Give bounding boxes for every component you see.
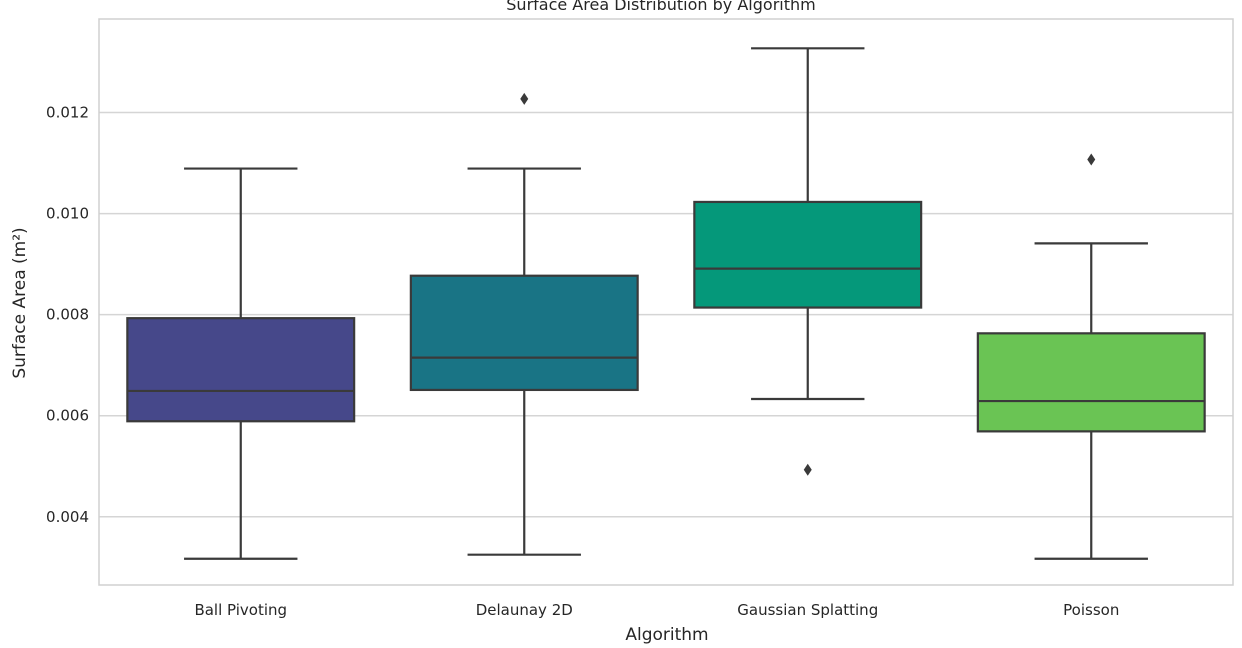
y-tick-label: 0.008 [46, 306, 89, 324]
y-tick-label: 0.006 [46, 407, 89, 425]
x-tick-label: Poisson [1063, 601, 1119, 619]
box-group-gaussian-splatting [693, 47, 923, 476]
box-series [126, 47, 1206, 560]
iqr-box [409, 274, 639, 392]
y-tick-label: 0.004 [46, 508, 89, 526]
y-tick-labels: 0.004 0.006 0.008 0.010 0.012 [46, 103, 89, 525]
x-axis-title: Algorithm [625, 625, 708, 645]
iqr-box [693, 200, 923, 309]
box-group-poisson [976, 153, 1206, 560]
x-tick-labels: Ball Pivoting Delaunay 2D Gaussian Splatti… [194, 601, 1119, 619]
x-tick-label: Gaussian Splatting [737, 601, 878, 619]
x-tick-label: Delaunay 2D [476, 601, 573, 619]
plot-frame [98, 18, 1234, 586]
outlier-point [803, 463, 812, 476]
y-tick-label: 0.010 [46, 205, 89, 223]
iqr-box [126, 317, 356, 423]
outlier-point [520, 92, 529, 105]
box-group-ball-pivoting [126, 167, 356, 560]
y-axis-title: Surface Area (m²) [10, 227, 30, 378]
outlier-point [1087, 153, 1096, 166]
x-tick-label: Ball Pivoting [194, 601, 287, 619]
chart-title: Surface Area Distribution by Algorithm [506, 0, 815, 14]
y-tick-label: 0.012 [46, 103, 89, 121]
iqr-box [976, 332, 1206, 433]
box-group-delaunay-2d [409, 92, 639, 556]
